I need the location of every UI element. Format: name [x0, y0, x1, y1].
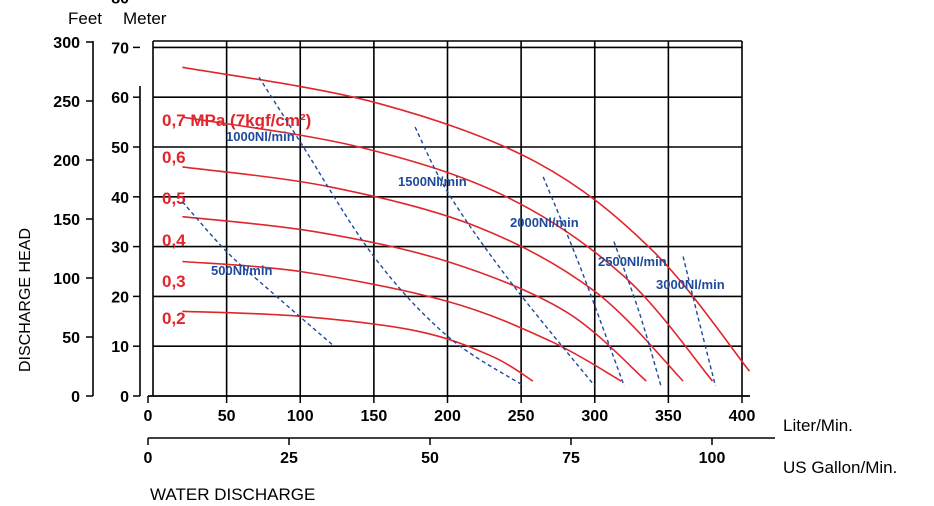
liter-tick-label-100: 100 — [287, 408, 314, 425]
grid — [152, 40, 743, 396]
meter-tick-label-80: 80 — [111, 0, 129, 8]
pressure-curve-5 — [182, 66, 751, 372]
gallon-tick-label-75: 75 — [562, 450, 580, 467]
feet-tick-label-0: 0 — [71, 389, 80, 406]
meter-header: Meter — [123, 9, 167, 28]
pressure-curves: 0,2 0,3 0,4 0,5 0,6 0,7 MPa (7kgf/cm²) — [162, 66, 751, 382]
liter-unit-label: Liter/Min. — [783, 416, 853, 435]
liter-tick-label-300: 300 — [581, 408, 608, 425]
pressure-label-0: 0,2 — [162, 309, 186, 328]
meter-tick-label-10: 10 — [111, 339, 129, 356]
pressure-label-1: 0,3 — [162, 272, 186, 291]
feet-tick-label-200: 200 — [53, 153, 80, 170]
gallon-unit-label: US Gallon/Min. — [783, 458, 897, 477]
air-label-0: 500Nl/min — [211, 263, 272, 278]
liter-tick-label-50: 50 — [218, 408, 236, 425]
feet-tick-label-100: 100 — [53, 271, 80, 288]
air-curve-0 — [181, 201, 335, 347]
x-axis-label: WATER DISCHARGE — [150, 485, 315, 504]
meter-tick-label-0: 0 — [120, 389, 129, 406]
meter-tick-label-40: 40 — [111, 190, 129, 207]
air-label-2: 1500Nl/min — [398, 174, 467, 189]
meter-tick-label-20: 20 — [111, 289, 129, 306]
pressure-label-5: 0,7 MPa (7kgf/cm²) — [162, 111, 311, 130]
gallon-tick-label-50: 50 — [421, 450, 439, 467]
gallon-tick-label-100: 100 — [699, 450, 726, 467]
pressure-label-2: 0,4 — [162, 231, 186, 250]
liter-tick-label-400: 400 — [729, 408, 756, 425]
pressure-label-3: 0,5 — [162, 189, 186, 208]
liter-tick-label-0: 0 — [144, 408, 153, 425]
air-curves: 500Nl/min 1000Nl/min 1500Nl/min 2000Nl/min 2… — [181, 76, 725, 387]
meter-tick-label-30: 30 — [111, 240, 129, 257]
gallon-tick-label-0: 0 — [144, 450, 153, 467]
pressure-curve-4 — [182, 116, 714, 382]
air-curve-1 — [258, 76, 525, 387]
liter-tick-label-350: 350 — [655, 408, 682, 425]
axes: 0501001502002503000102030405060708005010… — [53, 0, 775, 467]
pressure-curve-1 — [182, 260, 622, 382]
meter-tick-label-60: 60 — [111, 90, 129, 107]
pressure-curve-3 — [182, 166, 684, 382]
feet-tick-label-150: 150 — [53, 212, 80, 229]
feet-tick-label-300: 300 — [53, 35, 80, 52]
feet-tick-label-250: 250 — [53, 94, 80, 111]
air-label-3: 2000Nl/min — [510, 215, 579, 230]
feet-header: Feet — [68, 9, 102, 28]
air-curve-3 — [542, 176, 625, 387]
pressure-label-4: 0,6 — [162, 148, 186, 167]
air-label-1: 1000Nl/min — [226, 129, 295, 144]
pressure-curve-0 — [182, 310, 534, 382]
liter-tick-label-250: 250 — [508, 408, 535, 425]
y-axis-label: DISCHARGE HEAD — [17, 228, 34, 372]
chart-text: Feet Meter DISCHARGE HEAD WATER DISCHARG… — [17, 9, 897, 504]
air-curve-4 — [613, 241, 662, 387]
liter-tick-label-200: 200 — [434, 408, 461, 425]
meter-tick-label-70: 70 — [111, 40, 129, 57]
liter-tick-label-150: 150 — [361, 408, 388, 425]
air-curve-5 — [682, 256, 717, 387]
air-label-5: 3000Nl/min — [656, 277, 725, 292]
gallon-tick-label-25: 25 — [280, 450, 298, 467]
feet-tick-label-50: 50 — [62, 330, 80, 347]
meter-tick-label-50: 50 — [111, 140, 129, 157]
pressure-curve-2 — [182, 215, 647, 382]
air-curve-2 — [414, 126, 596, 387]
air-label-4: 2500Nl/min — [598, 254, 667, 269]
